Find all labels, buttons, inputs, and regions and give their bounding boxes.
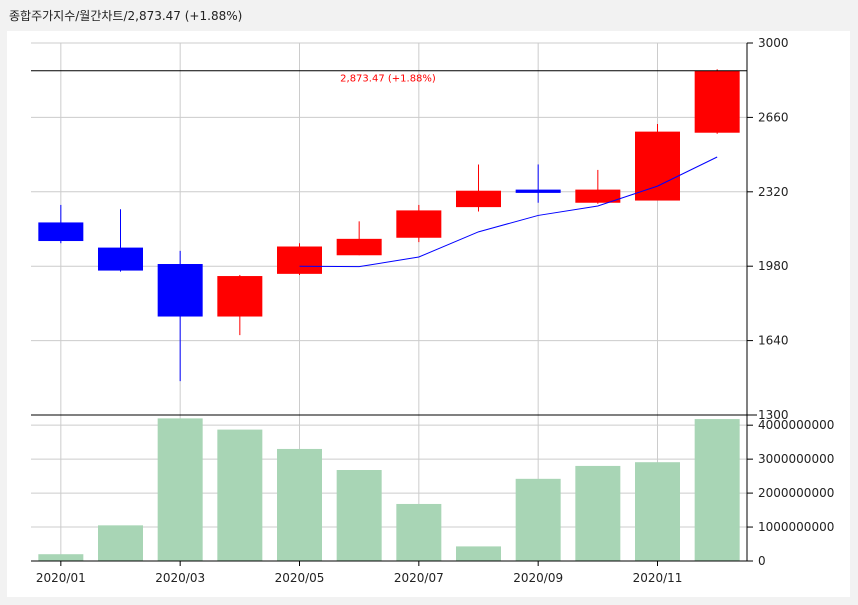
volume-bar — [336, 470, 382, 561]
x-axis-ticks: 2020/01 2020/03 2020/05 2020/07 2020/09 2020/… — [36, 561, 683, 585]
price-tick-label: 1980 — [758, 259, 789, 273]
candle-body — [396, 210, 442, 238]
volume-tick-label: 4000000000 — [758, 418, 834, 432]
header-change: (+1.88%) — [180, 9, 243, 23]
volume-axis-ticks: 4000000000 3000000000 2000000000 1000000000… — [747, 418, 834, 568]
price-tick-label: 1300 — [758, 408, 789, 422]
volume-bar — [277, 448, 322, 561]
volume-bar — [575, 465, 621, 561]
price-tick-label: 2320 — [758, 185, 789, 199]
chart-title: 종합주가지수/월간차트 — [9, 9, 124, 23]
candle-body — [217, 276, 263, 317]
candle-body — [277, 246, 322, 274]
candle-body — [38, 222, 84, 242]
volume-bars — [38, 418, 740, 561]
candle-body — [635, 131, 680, 201]
candle-body — [694, 70, 740, 133]
volume-bar — [456, 546, 501, 561]
x-tick-label: 2020/07 — [394, 571, 444, 585]
volume-bar — [515, 478, 561, 561]
chart-header: 종합주가지수/월간차트/2,873.47 (+1.88%) — [9, 7, 242, 24]
price-tick-label: 2660 — [758, 110, 789, 124]
chart-area: 2,873.47 (+1.88%) 3000 2660 2320 1980 1640 13… — [7, 31, 850, 597]
x-tick-label: 2020/03 — [155, 571, 205, 585]
volume-tick-label: 0 — [758, 554, 766, 568]
candle-body — [98, 247, 143, 271]
candlesticks — [38, 69, 740, 382]
candle-body — [515, 189, 561, 193]
volume-bar — [98, 525, 143, 561]
moving-average-line — [299, 156, 718, 268]
header-price: /2,873.47 — [123, 9, 181, 23]
price-axis-ticks: 3000 2660 2320 1980 1640 1300 — [747, 36, 789, 422]
volume-bar — [157, 418, 203, 561]
volume-tick-label: 1000000000 — [758, 520, 834, 534]
volume-bar — [635, 462, 680, 561]
price-tick-label: 1640 — [758, 334, 789, 348]
candle-body — [336, 238, 382, 256]
axes — [31, 43, 757, 562]
volume-bar — [217, 429, 263, 561]
x-tick-label: 2020/05 — [275, 571, 325, 585]
volume-bar — [396, 503, 442, 561]
volume-bar — [694, 419, 740, 561]
candle-body — [157, 264, 203, 317]
x-tick-label: 2020/09 — [513, 571, 563, 585]
candle-body — [456, 190, 501, 208]
x-tick-label: 2020/01 — [36, 571, 86, 585]
volume-tick-label: 3000000000 — [758, 452, 834, 466]
last-price-label: 2,873.47 (+1.88%) — [340, 74, 436, 85]
x-tick-label: 2020/11 — [633, 571, 683, 585]
volume-bar — [38, 554, 84, 561]
candle-body — [575, 189, 621, 203]
price-grid — [31, 42, 747, 561]
price-tick-label: 3000 — [758, 36, 789, 50]
volume-tick-label: 2000000000 — [758, 486, 834, 500]
